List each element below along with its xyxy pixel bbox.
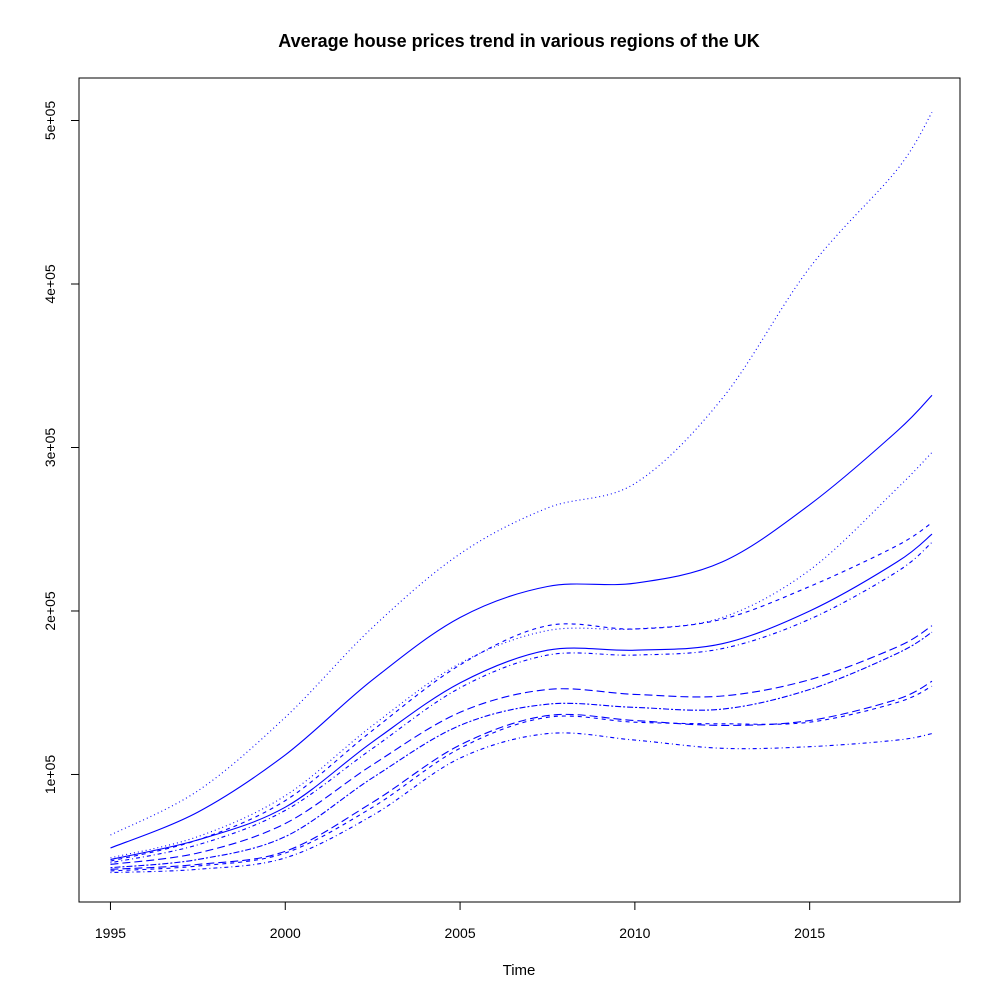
- series-line-6: [110, 541, 933, 864]
- x-axis: 1995 2000 2005 2010 2015: [95, 901, 825, 941]
- x-tick-label: 2000: [270, 925, 301, 941]
- series-line-11: [110, 732, 933, 874]
- series-line-1: [110, 112, 933, 836]
- y-tick-label: 3e+05: [42, 428, 58, 468]
- chart-title: Average house prices trend in various re…: [278, 31, 759, 51]
- x-tick-label: 2005: [444, 925, 475, 941]
- y-axis: 1e+05 2e+05 3e+05 4e+05 5e+05: [42, 101, 80, 795]
- series-layer: [110, 112, 933, 874]
- x-axis-label: Time: [503, 962, 536, 979]
- y-tick-label: 2e+05: [42, 591, 58, 631]
- series-line-4: [110, 522, 933, 862]
- y-tick-label: 5e+05: [42, 101, 58, 141]
- series-line-10: [110, 685, 933, 872]
- series-line-3: [110, 452, 933, 859]
- series-line-9: [110, 680, 933, 870]
- series-line-8: [110, 631, 933, 869]
- series-line-7: [110, 625, 933, 865]
- y-tick-label: 1e+05: [42, 755, 58, 795]
- series-line-5: [110, 533, 933, 861]
- x-tick-label: 2015: [794, 925, 825, 941]
- series-line-2: [110, 394, 933, 849]
- y-tick-label: 4e+05: [42, 264, 58, 304]
- x-tick-label: 1995: [95, 925, 126, 941]
- x-tick-label: 2010: [619, 925, 650, 941]
